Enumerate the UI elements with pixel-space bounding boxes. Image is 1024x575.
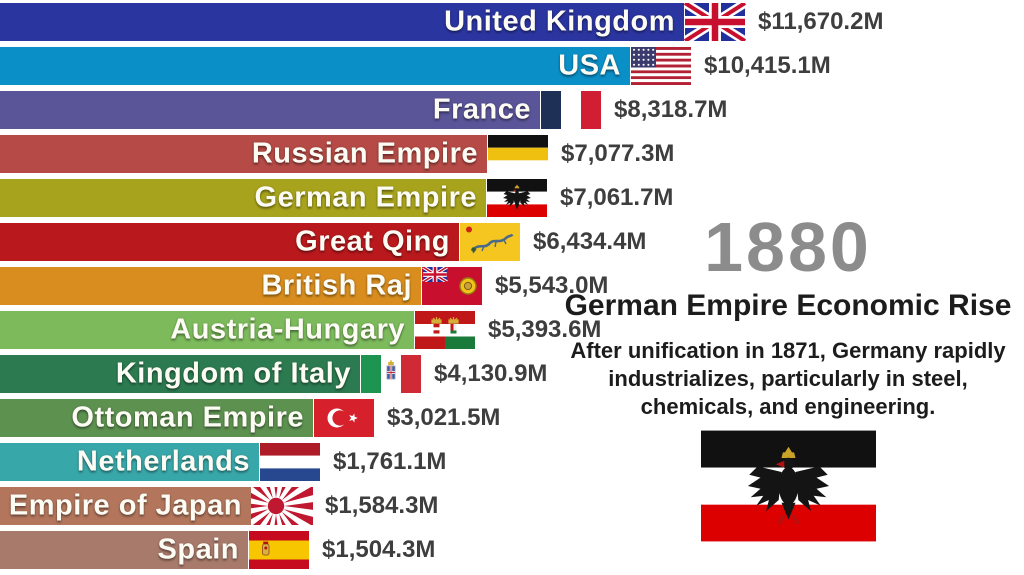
flag-russian-empire-icon: [487, 135, 549, 173]
flag-netherlands-icon: [259, 443, 321, 481]
bar-value: $1,761.1M: [333, 448, 447, 475]
bar-label: Spain: [157, 533, 239, 566]
bar-row: Kingdom of Italy $4,130.9M: [0, 355, 1024, 393]
bar: German Empire: [0, 179, 486, 217]
bar: Austria-Hungary: [0, 311, 414, 349]
bar-value: $8,318.7M: [614, 96, 728, 123]
bar-label: Austria-Hungary: [170, 313, 405, 346]
bar-row: British Raj $5,543.0M: [0, 267, 1024, 305]
flag-france-icon: [540, 91, 602, 129]
bar: Ottoman Empire: [0, 399, 313, 437]
bar-row: Great Qing $6,434.4M: [0, 223, 1024, 261]
flag-british-raj-icon: [421, 267, 483, 305]
bar-label: British Raj: [261, 269, 412, 302]
bar: Great Qing: [0, 223, 459, 261]
year-label: 1880: [704, 208, 872, 286]
bar-label: United Kingdom: [444, 5, 675, 38]
bar-chart: United Kingdom $11,670.2M USA $10,415.1M Fra…: [0, 3, 1024, 575]
bar-row: Spain $1,504.3M: [0, 531, 1024, 569]
bar-label: France: [432, 93, 531, 126]
bar: USA: [0, 47, 630, 85]
bar: Spain: [0, 531, 248, 569]
bar-value: $1,504.3M: [322, 536, 436, 563]
bar-row: Ottoman Empire $3,021.5M: [0, 399, 1024, 437]
flag-usa-icon: [630, 47, 692, 85]
bar: British Raj: [0, 267, 421, 305]
bar-row: United Kingdom $11,670.2M: [0, 3, 1024, 41]
bar: Russian Empire: [0, 135, 487, 173]
bar-value: $7,077.3M: [561, 140, 675, 167]
bar-value: $4,130.9M: [434, 360, 548, 387]
bar: Empire of Japan: [0, 487, 251, 525]
bar-label: Russian Empire: [251, 137, 478, 170]
bar-row: France $8,318.7M: [0, 91, 1024, 129]
bar-label: Great Qing: [295, 225, 450, 258]
bar-value: $10,415.1M: [704, 52, 831, 79]
flag-kingdom-of-italy-icon: [360, 355, 422, 393]
bar-label: Ottoman Empire: [71, 401, 304, 434]
flag-ottoman-empire-icon: [313, 399, 375, 437]
flag-empire-of-japan-icon: [251, 487, 313, 525]
panel-heading: German Empire Economic Rise: [564, 289, 1012, 323]
bar-row: German Empire $7,061.7M: [0, 179, 1024, 217]
bar-label: USA: [558, 49, 621, 82]
bar-label: Kingdom of Italy: [115, 357, 351, 390]
bar-value: $5,543.0M: [495, 272, 609, 299]
bar-row: Netherlands $1,761.1M: [0, 443, 1024, 481]
bar-value: $5,393.6M: [488, 316, 602, 343]
bar-value: $7,061.7M: [560, 184, 674, 211]
bar-row: USA $10,415.1M: [0, 47, 1024, 85]
bar: France: [0, 91, 540, 129]
flag-united-kingdom-icon: [684, 3, 746, 41]
bar-label: Empire of Japan: [8, 489, 242, 522]
bar-label: Netherlands: [76, 445, 250, 478]
panel-description: After unification in 1871, Germany rapid…: [570, 338, 1006, 420]
info-panel: 1880 German Empire Economic Rise After u…: [556, 208, 1020, 547]
flag-austria-hungary-icon: [414, 311, 476, 349]
bar-row: Russian Empire $7,077.3M: [0, 135, 1024, 173]
bar: Kingdom of Italy: [0, 355, 360, 393]
bar-value: $1,584.3M: [325, 492, 439, 519]
bar-value: $3,021.5M: [387, 404, 501, 431]
flag-spain-icon: [248, 531, 310, 569]
bar-label: German Empire: [254, 181, 477, 214]
bar-row: Austria-Hungary $5,393.6M: [0, 311, 1024, 349]
flag-german-empire-icon: [486, 179, 548, 217]
bar: United Kingdom: [0, 3, 684, 41]
german-empire-flag-icon: [700, 430, 876, 542]
bar-value: $6,434.4M: [533, 228, 647, 255]
bar: Netherlands: [0, 443, 259, 481]
bar-value: $11,670.2M: [758, 8, 884, 35]
flag-great-qing-icon: [459, 223, 521, 261]
bar-row: Empire of Japan $1,584.3M: [0, 487, 1024, 525]
